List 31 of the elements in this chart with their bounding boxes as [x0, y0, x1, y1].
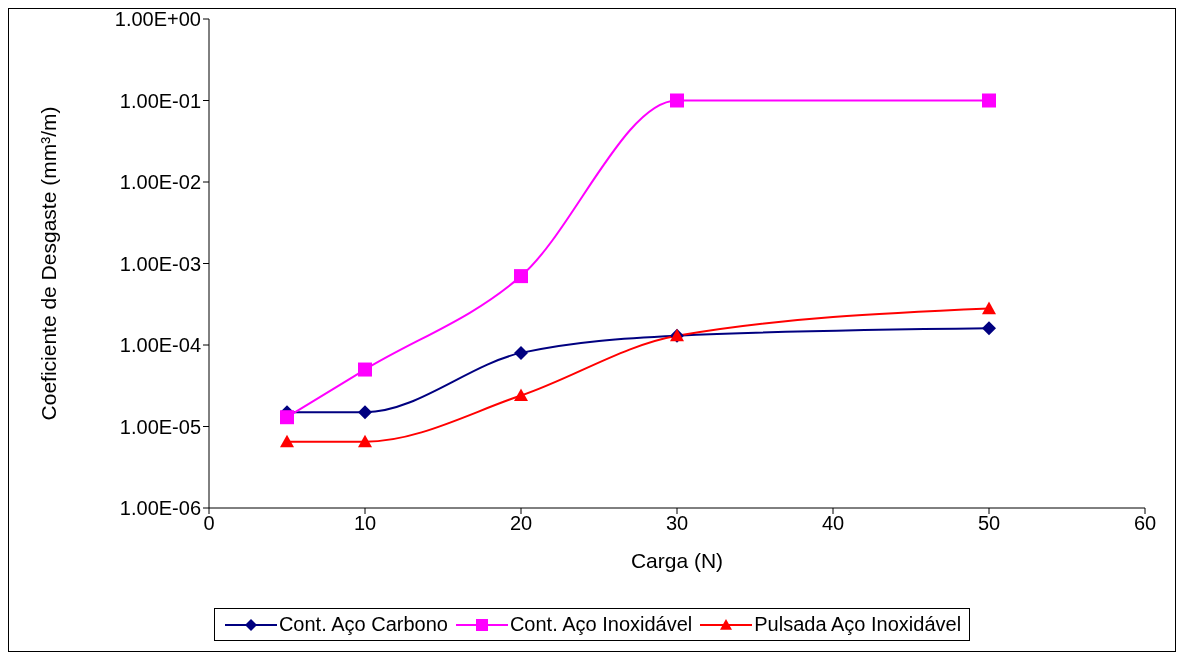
point: [670, 93, 684, 108]
x-axis-title: Carga (N): [630, 549, 724, 572]
legend-label: Cont. Aço Inoxidável: [509, 613, 693, 636]
point: [514, 269, 528, 284]
point: [982, 301, 996, 315]
point: [514, 345, 528, 360]
point: [358, 405, 372, 420]
legend-label: Pulsada Aço Inoxidável: [754, 613, 962, 636]
y-tick-label: 1.00E-06: [119, 497, 201, 520]
y-tick-label: 1.00E-03: [119, 252, 201, 275]
x-tick-label: 0: [203, 512, 215, 535]
x-tick-label: 10: [353, 512, 377, 535]
y-tick-label: 1.00E-04: [119, 334, 201, 357]
point: [358, 362, 372, 377]
x-tick-label: 60: [1133, 512, 1157, 535]
legend-label: Cont. Aço Carbono: [278, 613, 448, 636]
y-tick-label: 1.00E-02: [119, 171, 201, 194]
x-tick-label: 50: [977, 512, 1001, 535]
point: [982, 93, 996, 108]
y-axis-title: Coeficiente de Desgaste (mm³/m): [37, 106, 61, 421]
y-tick-label: 1.00E+00: [114, 8, 201, 31]
point: [280, 434, 294, 448]
point: [280, 410, 294, 425]
y-tick-label: 1.00E-01: [119, 89, 201, 112]
point: [358, 434, 372, 448]
x-tick-label: 20: [509, 512, 533, 535]
x-tick-label: 30: [665, 512, 689, 535]
point: [982, 321, 996, 336]
x-tick-label: 40: [821, 512, 845, 535]
point: [514, 388, 528, 402]
y-tick-label: 1.00E-05: [119, 415, 201, 438]
